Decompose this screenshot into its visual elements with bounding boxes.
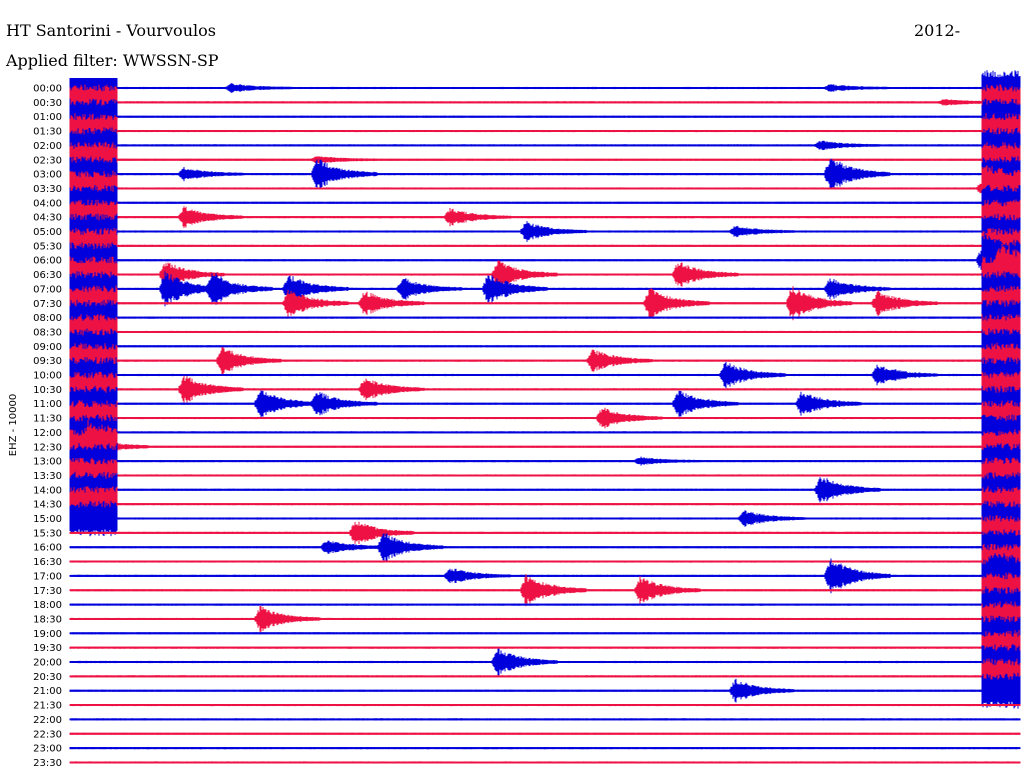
time-tick-label: 12:30	[33, 442, 62, 453]
time-tick-label: 02:00	[33, 141, 62, 152]
time-tick-label: 19:30	[33, 643, 62, 654]
time-tick-label: 15:00	[33, 514, 62, 525]
time-tick-label: 09:30	[33, 356, 62, 367]
time-tick-label: 14:30	[33, 500, 62, 511]
time-tick-label: 14:00	[33, 485, 62, 496]
time-tick-label: 11:00	[33, 399, 62, 410]
time-tick-label: 17:00	[33, 571, 62, 582]
time-tick-label: 13:30	[33, 471, 62, 482]
time-tick-label: 04:00	[33, 198, 62, 209]
time-tick-label: 01:00	[33, 112, 62, 123]
time-tick-label: 00:00	[33, 84, 62, 95]
time-tick-label: 11:30	[33, 414, 62, 425]
time-tick-labels: 00:00 00:30 01:00 01:30 02:00 02:30 03:00 03:30…	[33, 84, 62, 769]
header-backdrop	[0, 0, 960, 78]
time-tick-label: 22:30	[33, 729, 62, 740]
date-label: 2012-	[914, 21, 960, 40]
time-tick-label: 20:00	[33, 658, 62, 669]
time-tick-label: 04:30	[33, 213, 62, 224]
time-tick-label: 07:00	[33, 284, 62, 295]
time-tick-label: 16:30	[33, 557, 62, 568]
time-tick-label: 08:30	[33, 327, 62, 338]
time-tick-label: 10:00	[33, 371, 62, 382]
time-tick-label: 23:30	[33, 758, 62, 769]
time-tick-label: 13:00	[33, 457, 62, 468]
time-tick-label: 23:00	[33, 744, 62, 755]
time-tick-label: 01:30	[33, 127, 62, 138]
trace-area	[69, 70, 1021, 764]
time-tick-label: 00:30	[33, 98, 62, 109]
time-tick-label: 03:00	[33, 170, 62, 181]
time-tick-label: 03:30	[33, 184, 62, 195]
time-tick-label: 07:30	[33, 299, 62, 310]
time-tick-label: 21:30	[33, 701, 62, 712]
time-tick-label: 05:00	[33, 227, 62, 238]
time-tick-label: 19:00	[33, 629, 62, 640]
time-tick-label: 21:00	[33, 686, 62, 697]
time-tick-label: 08:00	[33, 313, 62, 324]
filter-label: Applied filter: WWSSN-SP	[5, 51, 219, 70]
time-tick-label: 17:30	[33, 586, 62, 597]
time-tick-label: 10:30	[33, 385, 62, 396]
time-tick-label: 12:00	[33, 428, 62, 439]
time-tick-label: 15:30	[33, 528, 62, 539]
time-tick-label: 22:00	[33, 715, 62, 726]
time-tick-label: 16:00	[33, 543, 62, 554]
time-tick-label: 06:00	[33, 256, 62, 267]
time-tick-label: 02:30	[33, 155, 62, 166]
time-tick-label: 18:00	[33, 600, 62, 611]
channel-label: EHZ - 10000	[8, 394, 19, 456]
time-tick-label: 05:30	[33, 241, 62, 252]
time-tick-label: 09:00	[33, 342, 62, 353]
time-tick-label: 20:30	[33, 672, 62, 683]
time-tick-label: 18:30	[33, 614, 62, 625]
time-tick-label: 06:30	[33, 270, 62, 281]
station-title: HT Santorini - Vourvoulos	[6, 21, 216, 40]
